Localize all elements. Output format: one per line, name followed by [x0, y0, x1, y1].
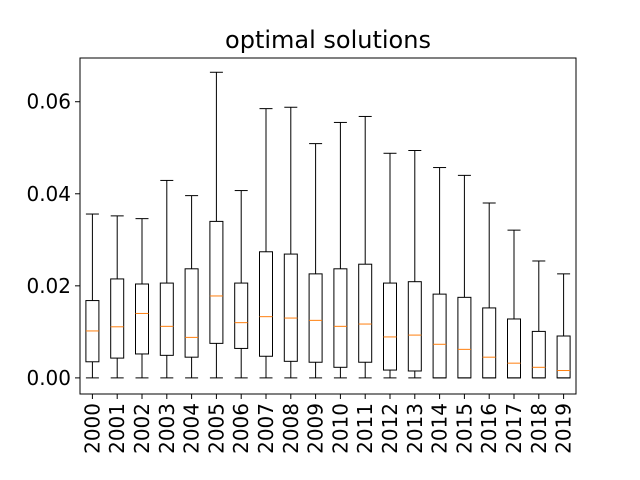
iqr-box — [234, 282, 249, 349]
y-axis: 0.00 0.02 0.04 0.06 — [26, 90, 80, 390]
iqr-box — [308, 273, 323, 363]
iqr-box — [556, 335, 571, 379]
box-2011 — [358, 115, 373, 379]
iqr-box — [283, 253, 298, 362]
box-2002 — [135, 218, 149, 379]
x-tick-label: 2004 — [180, 403, 204, 454]
iqr-box — [358, 263, 373, 363]
x-tick-label: 2018 — [527, 403, 551, 454]
x-tick-label: 2013 — [403, 403, 427, 454]
iqr-box — [482, 307, 497, 379]
x-tick-label: 2012 — [378, 403, 402, 454]
x-tick-label: 2009 — [304, 403, 328, 454]
x-tick-label: 2005 — [204, 403, 228, 454]
iqr-box — [383, 282, 397, 371]
y-tick-label: 0.04 — [26, 182, 71, 206]
box-2005 — [209, 71, 224, 379]
x-tick-label: 2010 — [328, 403, 352, 454]
box-2018 — [531, 260, 546, 379]
iqr-box — [531, 330, 546, 379]
x-tick-label: 2014 — [428, 403, 452, 454]
box-2006 — [234, 190, 249, 379]
box-2003 — [159, 179, 174, 379]
y-tick-label: 0.02 — [26, 274, 71, 298]
axes-frame — [79, 57, 577, 395]
iqr-box — [135, 283, 149, 355]
box-2010 — [333, 121, 348, 379]
x-tick-label: 2002 — [130, 403, 154, 454]
plot-marks — [85, 71, 571, 379]
x-tick-label: 2019 — [552, 403, 576, 454]
box-2007 — [259, 108, 273, 379]
x-axis: 2000 2001 2002 2003 2004 2005 2006 2007 2008 2009… — [80, 394, 576, 454]
iqr-box — [159, 282, 174, 356]
iqr-box — [457, 296, 472, 379]
box-2001 — [110, 215, 125, 379]
x-tick-label: 2001 — [105, 403, 129, 454]
box-2009 — [308, 143, 323, 379]
box-2012 — [383, 152, 397, 379]
box-2019 — [556, 273, 571, 379]
y-tick-label: 0.06 — [26, 90, 71, 114]
box-2008 — [283, 106, 298, 379]
y-tick-label: 0.00 — [26, 366, 71, 390]
iqr-box — [110, 278, 125, 359]
iqr-box — [507, 318, 521, 379]
x-tick-label: 2011 — [353, 403, 377, 454]
iqr-box — [432, 293, 447, 379]
x-tick-label: 2003 — [155, 403, 179, 454]
x-tick-label: 2007 — [254, 403, 278, 454]
box-2000 — [85, 213, 100, 379]
box-2016 — [482, 202, 497, 379]
box-2014 — [432, 167, 447, 379]
box-2015 — [457, 174, 472, 379]
chart-title: optimal solutions — [225, 26, 431, 54]
x-tick-label: 2000 — [80, 403, 104, 454]
iqr-box — [407, 281, 422, 372]
box-2004 — [184, 195, 199, 379]
x-tick-label: 2015 — [452, 403, 476, 454]
iqr-box — [184, 268, 199, 358]
x-tick-label: 2016 — [477, 403, 501, 454]
x-tick-label: 2017 — [502, 403, 526, 454]
box-2017 — [507, 229, 521, 379]
x-tick-label: 2008 — [279, 403, 303, 454]
x-tick-label: 2006 — [229, 403, 253, 454]
iqr-box — [259, 251, 273, 357]
iqr-box — [209, 220, 224, 344]
box-2013 — [407, 150, 422, 379]
iqr-box — [333, 268, 348, 368]
